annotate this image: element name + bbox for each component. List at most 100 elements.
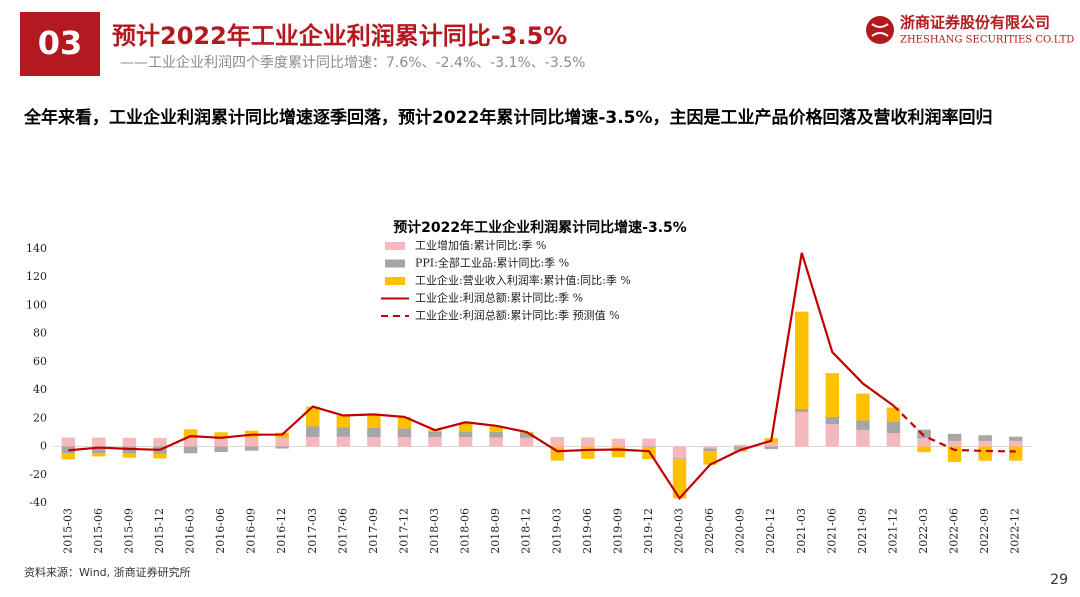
logo-name-en: ZHESHANG SECURITIES CO.LTD — [900, 35, 1074, 46]
legend-label: 工业企业:营业收入利润率:累计值:同比:季 % — [415, 273, 631, 287]
bar — [703, 451, 717, 465]
bar — [275, 438, 289, 447]
x-tick-label: 2022-09 — [978, 508, 991, 554]
line — [68, 252, 895, 501]
source-note: 资料来源：Wind, 浙商证券研究所 — [24, 565, 191, 579]
x-tick-label: 2020-12 — [764, 508, 777, 554]
bar — [917, 438, 931, 447]
legend-label: 工业企业:利润总额:累计同比:季 预测值 % — [415, 308, 620, 322]
x-tick-label: 2020-03 — [673, 508, 686, 554]
x-tick-label: 2022-03 — [917, 508, 930, 554]
chart-title: 预计2022年工业企业利润累计同比增速-3.5% — [393, 219, 687, 236]
bar — [856, 393, 870, 421]
x-tick-label: 2016-06 — [214, 508, 227, 554]
bar — [611, 438, 626, 447]
bar — [214, 446, 228, 453]
bar — [367, 437, 381, 447]
bar — [672, 458, 687, 460]
x-tick-label: 2016-03 — [184, 508, 197, 554]
headline: 全年来看，工业企业利润累计同比增速逐季回落，预计2022年累计同比增速-3.5%… — [23, 107, 993, 128]
bar — [183, 438, 198, 447]
x-tick-label: 2015-03 — [61, 508, 74, 554]
bar — [244, 438, 259, 447]
x-tick-label: 2017-03 — [306, 508, 319, 554]
bar — [1008, 446, 1023, 461]
x-tick-label: 2020-06 — [703, 508, 716, 554]
bar — [886, 421, 901, 434]
legend-swatch — [385, 277, 405, 285]
bar — [947, 446, 962, 463]
bar — [336, 436, 351, 447]
slide-subtitle: ——工业企业利润四个季度累计同比增速：7.6%、-2.4%、-3.1%、-3.5… — [120, 54, 585, 71]
bar — [336, 415, 351, 428]
x-tick-label: 2017-09 — [367, 508, 380, 554]
x-tick-label: 2015-06 — [92, 508, 105, 554]
legend-swatch — [385, 242, 405, 250]
bar — [917, 429, 931, 439]
bar — [825, 373, 840, 417]
bar — [397, 428, 412, 438]
bar — [825, 416, 840, 425]
bar — [122, 446, 137, 454]
bar — [458, 422, 473, 432]
bar — [214, 432, 228, 439]
bar — [825, 424, 840, 447]
logo-mark — [871, 23, 889, 37]
x-tick-label: 2016-12 — [275, 508, 288, 554]
bar — [122, 437, 137, 447]
section-number: 03 — [38, 24, 83, 62]
y-tick-label: 20 — [33, 411, 47, 424]
bar — [61, 437, 76, 447]
section-box — [20, 12, 100, 76]
bar — [795, 409, 809, 412]
bar — [153, 437, 167, 447]
y-tick-label: 0 — [40, 440, 47, 453]
bar — [947, 440, 962, 447]
bar — [428, 431, 442, 437]
bar — [489, 437, 503, 447]
x-tick-label: 2017-06 — [336, 508, 349, 554]
bar — [183, 446, 198, 454]
bar — [61, 453, 76, 460]
bar — [519, 432, 534, 438]
bar — [397, 437, 412, 447]
bar — [886, 407, 901, 422]
y-tick-label: -20 — [29, 468, 47, 481]
bar — [92, 437, 106, 447]
y-tick-label: 100 — [26, 298, 47, 311]
x-tick-label: 2021-09 — [856, 508, 869, 554]
bar — [795, 411, 809, 447]
bar — [458, 437, 473, 447]
legend-swatch — [385, 259, 405, 268]
bar — [856, 429, 870, 447]
bar — [611, 446, 626, 458]
bar — [367, 427, 381, 438]
x-tick-label: 2022-06 — [948, 508, 961, 554]
bar — [886, 433, 901, 447]
bar — [92, 446, 106, 454]
bar — [672, 446, 687, 459]
x-tick-label: 2018-03 — [428, 508, 441, 554]
y-tick-label: -40 — [29, 496, 47, 509]
bar — [1008, 436, 1023, 441]
x-tick-label: 2019-09 — [611, 508, 624, 554]
x-tick-label: 2022-12 — [1009, 508, 1022, 554]
bar — [489, 425, 503, 432]
bar — [917, 446, 931, 453]
bar — [306, 406, 320, 427]
y-tick-label: 140 — [26, 242, 47, 255]
y-tick-label: 40 — [33, 383, 47, 396]
bar — [92, 453, 106, 457]
bar — [550, 437, 565, 447]
x-tick-label: 2019-06 — [581, 508, 594, 554]
bar — [978, 446, 992, 461]
bar — [122, 453, 137, 458]
bar — [244, 446, 259, 451]
x-tick-label: 2021-12 — [886, 508, 899, 554]
x-tick-label: 2018-12 — [520, 508, 533, 554]
slide-title: 预计2022年工业企业利润累计同比-3.5% — [112, 22, 567, 50]
x-tick-label: 2015-12 — [153, 508, 166, 554]
legend-label: 工业增加值:累计同比:季 % — [415, 238, 546, 252]
legend-label: PPI:全部工业品:累计同比:季 % — [415, 256, 569, 270]
